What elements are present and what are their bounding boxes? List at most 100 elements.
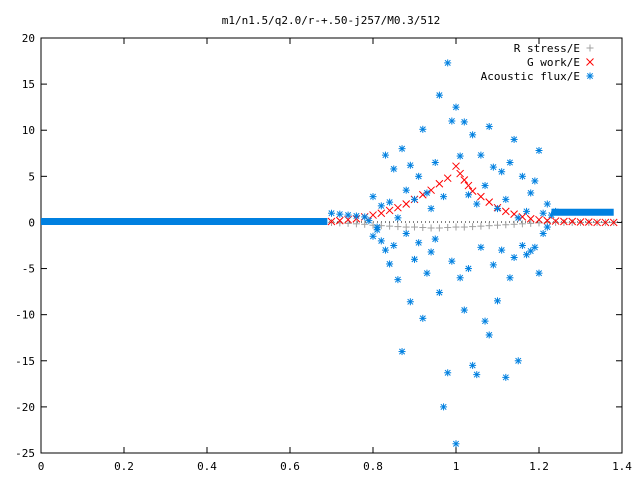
series-0-point <box>527 219 535 227</box>
y-tick-label: 5 <box>28 170 35 183</box>
series-0-point <box>352 220 360 228</box>
series-1-point <box>394 203 402 212</box>
series-layer <box>41 59 618 448</box>
legend-label: G work/E <box>527 56 580 69</box>
series-2-point <box>435 289 443 297</box>
series-0-point <box>560 218 568 226</box>
series-2-point <box>502 373 510 381</box>
series-2-point <box>539 230 547 238</box>
series-0-point <box>394 223 402 231</box>
series-2-point <box>518 172 526 180</box>
series-2-point <box>502 195 510 203</box>
series-1-point <box>402 200 411 208</box>
series-2-point <box>506 274 514 282</box>
series-2-point <box>415 239 423 247</box>
series-0-point <box>535 219 543 227</box>
chart-title: m1/n1.5/q2.0/r-+.50-j257/M0.3/512 <box>222 14 441 27</box>
series-2-point <box>406 161 414 169</box>
series-2-point <box>514 214 522 222</box>
series-2-point <box>440 403 448 411</box>
series-2-point <box>386 260 394 268</box>
x-tick-label: 0.4 <box>197 460 217 473</box>
series-2-point <box>473 200 481 208</box>
series-2-point <box>485 123 493 131</box>
series-2 <box>41 59 614 448</box>
series-2-point <box>535 269 543 277</box>
series-2-point <box>531 177 539 185</box>
x-tick-label: 1 <box>453 460 460 473</box>
series-2-point <box>386 198 394 206</box>
series-2-point <box>452 440 460 448</box>
series-2-point <box>369 232 377 240</box>
y-tick-label: -5 <box>22 263 35 276</box>
x-tick-label: 0.8 <box>363 460 383 473</box>
series-2-point <box>494 205 501 213</box>
series-2-point <box>444 369 452 377</box>
series-1-point <box>369 211 377 219</box>
series-0-point <box>361 220 369 228</box>
series-0-point <box>452 223 460 231</box>
series-2-point <box>406 298 414 306</box>
series-2-point <box>373 223 381 231</box>
series-0-point <box>510 220 518 228</box>
series-1-point <box>452 162 460 171</box>
series-2-point <box>398 145 406 153</box>
series-2-point <box>394 214 402 222</box>
series-0-point <box>427 224 435 232</box>
series-0-point <box>328 218 335 226</box>
series-0-point <box>419 224 427 232</box>
series-0-point <box>469 223 477 231</box>
series-2-point <box>473 371 481 379</box>
series-2-point <box>469 131 477 139</box>
series-0-point <box>402 223 410 231</box>
series-0-point <box>411 223 418 231</box>
series-2-point <box>464 191 472 199</box>
series-1-point <box>443 174 452 183</box>
series-1-point <box>601 218 610 227</box>
x-tick-label: 0.6 <box>280 460 300 473</box>
series-2-point <box>481 317 489 325</box>
series-1-point <box>456 169 465 178</box>
series-2-point <box>390 242 398 249</box>
series-2-point <box>415 172 423 180</box>
series-2-point <box>514 357 522 365</box>
plot-frame <box>40 37 623 454</box>
series-1-point <box>584 218 593 226</box>
series-2-point <box>394 276 402 284</box>
series-2-point <box>469 361 477 369</box>
series-1-point <box>560 217 568 226</box>
series-2-point <box>527 189 535 197</box>
series-0-point <box>477 222 485 230</box>
series-2-point <box>460 118 468 126</box>
series-2-point <box>411 195 418 203</box>
series-0-point <box>344 219 352 227</box>
series-2-point <box>485 331 493 339</box>
series-2-point <box>369 193 377 201</box>
series-0-point <box>502 221 510 229</box>
series-1-point <box>609 218 618 227</box>
legend-label: Acoustic flux/E <box>481 70 580 83</box>
series-2-point <box>527 247 535 255</box>
y-tick-label: -20 <box>15 401 35 414</box>
series-2-point <box>506 159 514 166</box>
series-2-point <box>328 209 335 217</box>
series-2-point <box>336 210 344 218</box>
series-2-point <box>448 257 456 265</box>
x-tick-label: 0 <box>38 460 45 473</box>
series-2-point <box>377 237 385 245</box>
series-2-point <box>402 230 410 238</box>
series-2-point <box>535 147 543 155</box>
x-tick-label: 1.4 <box>612 460 632 473</box>
series-2-point <box>452 103 460 111</box>
series-2-point <box>431 159 439 166</box>
series-1-point <box>593 218 601 227</box>
series-2-point <box>481 182 489 190</box>
series-2-point <box>531 243 539 251</box>
series-0-point <box>552 218 560 226</box>
series-1-point <box>543 216 552 225</box>
series-1-point <box>501 207 510 216</box>
series-1-point <box>535 215 543 224</box>
series-2-point <box>411 255 418 263</box>
series-1-point <box>526 214 535 223</box>
